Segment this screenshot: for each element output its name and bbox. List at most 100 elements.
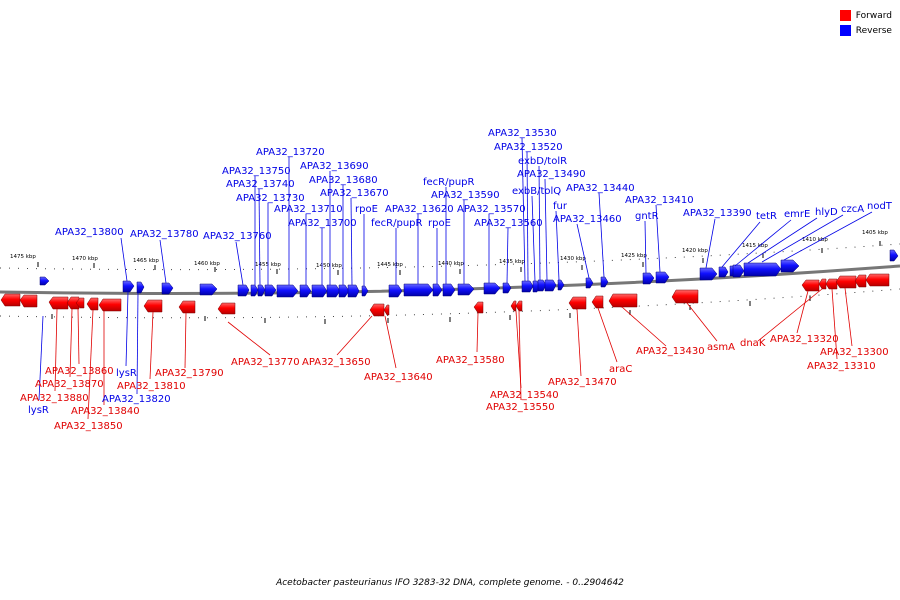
gene-arrow[interactable] — [671, 289, 699, 304]
gene-label: rpoE — [355, 204, 378, 215]
gene-arrow[interactable] — [600, 276, 609, 288]
gene-arrow[interactable] — [521, 280, 534, 293]
gene-arrow[interactable] — [699, 267, 718, 281]
tick-label: 1435 kbp — [499, 259, 525, 265]
gene-arrow[interactable] — [178, 300, 196, 314]
gene-arrow[interactable] — [369, 303, 385, 317]
gene-arrow[interactable] — [361, 285, 369, 297]
gene-label: APA32_13320 — [770, 334, 839, 345]
gene-label: APA32_13570 — [457, 204, 526, 215]
gene-arrow[interactable] — [835, 275, 857, 289]
gene-arrow[interactable] — [801, 279, 820, 292]
gene-label: araC — [609, 364, 632, 375]
gene-arrow[interactable] — [237, 284, 250, 297]
legend-reverse: Reverse — [839, 23, 892, 38]
gene-arrow[interactable] — [98, 298, 122, 312]
gene-arrow[interactable] — [432, 283, 443, 297]
gene-arrow[interactable] — [544, 279, 557, 292]
gene-arrow[interactable] — [383, 304, 390, 316]
gene-arrow[interactable] — [19, 294, 38, 308]
gene-arrow[interactable] — [48, 296, 69, 310]
gene-label: APA32_13740 — [226, 179, 295, 190]
gene-arrow[interactable] — [136, 281, 145, 294]
gene-arrow[interactable] — [608, 293, 638, 308]
gene-label: APA32_13590 — [431, 190, 500, 201]
gene-arrow[interactable] — [591, 295, 604, 309]
gene-arrow[interactable] — [257, 284, 266, 297]
gene-arrow[interactable] — [199, 283, 218, 296]
gene-arrow[interactable] — [276, 284, 299, 298]
gene-arrow[interactable] — [537, 279, 547, 292]
gene-arrow[interactable] — [818, 278, 827, 290]
gene-arrow[interactable] — [250, 284, 259, 297]
gene-arrow[interactable] — [264, 284, 277, 297]
gene-label: APA32_13430 — [636, 346, 705, 357]
gene-arrow[interactable] — [442, 283, 456, 297]
gene-label: APA32_13650 — [302, 357, 371, 368]
gene-label: APA32_13580 — [436, 355, 505, 366]
gene-arrow[interactable] — [75, 297, 85, 309]
strand-legend: Forward Reverse — [839, 8, 892, 38]
gene-arrow[interactable] — [338, 284, 350, 298]
gene-arrow[interactable] — [347, 284, 360, 298]
gene-label: APA32_13870 — [35, 379, 104, 390]
forward-strand-genes — [0, 273, 890, 317]
gene-arrow[interactable] — [311, 284, 328, 298]
tick-label: 1410 kbp — [802, 237, 828, 243]
gene-arrow[interactable] — [217, 302, 236, 315]
gene-arrow[interactable] — [143, 299, 163, 313]
gene-label: APA32_13410 — [625, 195, 694, 206]
gene-label: APA32_13680 — [309, 175, 378, 186]
legend-reverse-label: Reverse — [855, 25, 892, 36]
genome-caption: Acetobacter pasteurianus IFO 3283-32 DNA… — [276, 578, 624, 588]
legend-forward-label: Forward — [855, 10, 892, 21]
gene-arrow[interactable] — [483, 282, 501, 295]
tick-label: 1415 kbp — [742, 243, 768, 249]
gene-label: APA32_13730 — [236, 193, 305, 204]
gene-arrow[interactable] — [889, 249, 899, 262]
gene-label: APA32_13760 — [203, 231, 272, 242]
gene-label: gntR — [635, 211, 659, 222]
gene-arrow[interactable] — [743, 262, 782, 277]
gene-arrow[interactable] — [718, 266, 729, 278]
gene-arrow[interactable] — [299, 284, 312, 298]
tick-label: 1420 kbp — [682, 248, 708, 254]
gene-label: fecR/pupR — [423, 177, 475, 188]
gene-arrow[interactable] — [0, 293, 21, 307]
gene-label: dnaK — [740, 338, 766, 349]
gene-arrow[interactable] — [642, 272, 655, 285]
gene-label: APA32_13720 — [256, 147, 325, 158]
tick-label: 1440 kbp — [438, 261, 464, 267]
gene-arrow[interactable] — [86, 297, 99, 311]
forward-swatch — [839, 10, 851, 21]
gene-arrow[interactable] — [865, 273, 890, 287]
gene-arrow[interactable] — [568, 296, 587, 310]
gene-label: APA32_13440 — [566, 183, 635, 194]
gene-arrow[interactable] — [122, 280, 135, 293]
tick-label: 1475 kbp — [10, 254, 36, 260]
gene-arrow[interactable] — [388, 284, 403, 298]
gene-arrow[interactable] — [326, 284, 341, 298]
gene-arrow[interactable] — [403, 283, 434, 297]
gene-arrow[interactable] — [473, 301, 484, 314]
gene-arrow[interactable] — [39, 276, 50, 286]
tick-label: 1465 kbp — [133, 258, 159, 264]
gene-arrow[interactable] — [457, 283, 475, 296]
gene-arrow[interactable] — [510, 300, 517, 312]
tick-label: 1445 kbp — [377, 262, 403, 268]
gene-label: APA32_13850 — [54, 421, 123, 432]
gene-label: APA32_13810 — [117, 381, 186, 392]
gene-arrow[interactable] — [732, 264, 745, 278]
gene-arrow[interactable] — [502, 282, 512, 294]
gene-arrow[interactable] — [780, 259, 800, 273]
gene-arrow[interactable] — [825, 278, 838, 290]
gene-label: APA32_13700 — [288, 218, 357, 229]
gene-arrow[interactable] — [585, 277, 594, 289]
gene-arrow[interactable] — [655, 271, 670, 284]
gene-arrow[interactable] — [515, 300, 523, 312]
gene-arrow[interactable] — [854, 274, 867, 288]
gene-arrow[interactable] — [161, 282, 174, 295]
gene-label: APA32_13520 — [494, 142, 563, 153]
gene-arrow[interactable] — [557, 279, 565, 291]
